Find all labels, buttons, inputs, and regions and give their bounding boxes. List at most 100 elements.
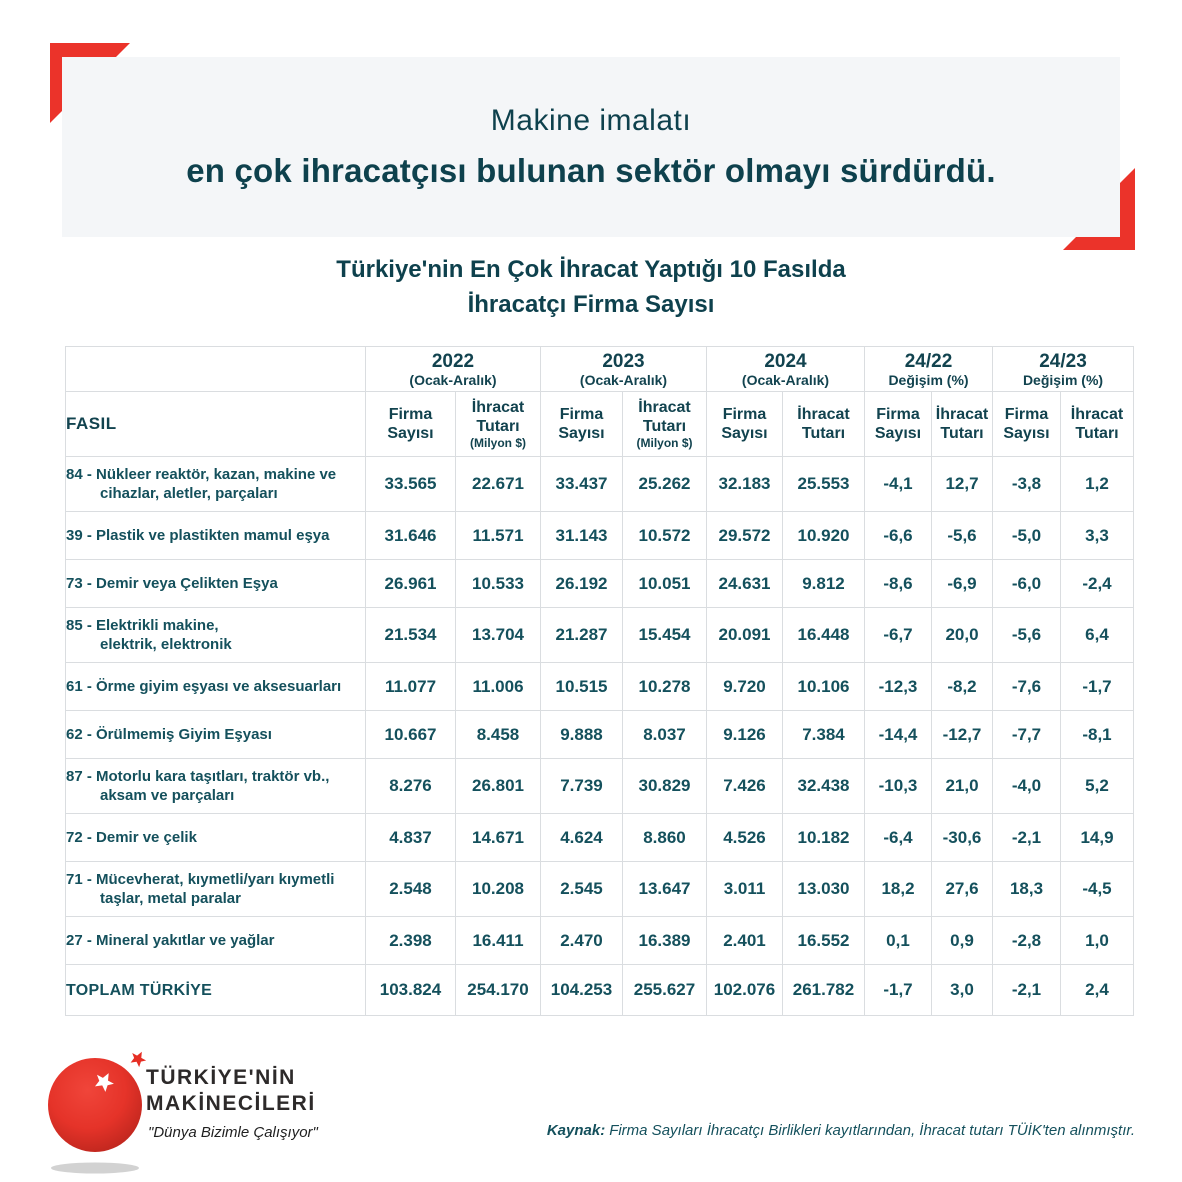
row-label-line: 72 - Demir ve çelik: [66, 829, 197, 846]
row-label: 73 - Demir veya Çelikten Eşya: [65, 559, 366, 608]
group-year-label: 2024: [764, 350, 807, 372]
data-cell: 18,2: [864, 861, 932, 917]
group-year-label: 2022: [431, 350, 475, 372]
data-cell: -6,0: [992, 559, 1061, 608]
row-label: 39 - Plastik ve plastikten mamul eşya: [65, 511, 366, 560]
data-cell: -7,6: [992, 662, 1061, 711]
data-cell: 9.126: [706, 710, 783, 759]
column-header-line1: İhracat: [1070, 406, 1124, 423]
data-cell: 20.091: [706, 607, 783, 663]
row-label-line: 73 - Demir veya Çelikten Eşya: [66, 575, 278, 592]
data-cell: 15.454: [622, 607, 707, 663]
total-cell: 261.782: [782, 964, 865, 1016]
headline-line1: Makine imalatı: [490, 104, 692, 137]
data-cell: 7.739: [540, 758, 623, 814]
data-cell: 0,1: [864, 916, 932, 965]
data-cell: 26.961: [365, 559, 456, 608]
data-cell: -6,4: [864, 813, 932, 862]
data-cell: 24.631: [706, 559, 783, 608]
data-cell: 10.106: [782, 662, 865, 711]
row-label-line: 39 - Plastik ve plastikten mamul eşya: [66, 527, 330, 544]
data-cell: 16.389: [622, 916, 707, 965]
data-cell: 0,9: [931, 916, 993, 965]
column-header-row: FASIL Firma Sayısı İhracat Tutarı (Milyon $)…: [65, 391, 1134, 457]
brand-name-line2: MAKİNECİLERİ: [146, 1092, 316, 1115]
total-cell: 2,4: [1060, 964, 1134, 1016]
data-cell: 10.208: [455, 861, 541, 917]
data-cell: 10.920: [782, 511, 865, 560]
data-cell: 26.192: [540, 559, 623, 608]
data-cell: 5,2: [1060, 758, 1134, 814]
data-cell: -30,6: [931, 813, 993, 862]
data-cell: 31.646: [365, 511, 456, 560]
total-cell: -2,1: [992, 964, 1061, 1016]
row-label-line: aksam ve parçaları: [100, 787, 235, 804]
column-group-header: 24/22 Değişim (%): [864, 346, 993, 392]
headline-line2: en çok ihracatçısı bulunan sektör olmayı…: [186, 152, 996, 189]
total-cell: 102.076: [706, 964, 783, 1016]
group-year-label: 24/23: [1039, 350, 1087, 372]
data-cell: 2.398: [365, 916, 456, 965]
row-label-line: cihazlar, aletler, parçaları: [100, 485, 278, 502]
data-cell: 11.571: [455, 511, 541, 560]
row-label: 27 - Mineral yakıtlar ve yağlar: [65, 916, 366, 965]
group-period-label: Değişim (%): [888, 371, 969, 388]
row-label-line: 71 - Mücevherat, kıymetli/yarı kıymetli: [66, 871, 335, 888]
logo-sphere-icon: [48, 1058, 142, 1152]
column-group-header: 2024 (Ocak-Aralık): [706, 346, 865, 392]
data-cell: -6,7: [864, 607, 932, 663]
source-text: Firma Sayıları İhracatçı Birlikleri kayı…: [609, 1122, 1135, 1139]
column-header-line1: İhracat: [638, 399, 691, 416]
table-subtitle-line1: Türkiye'nin En Çok İhracat Yaptığı 10 Fa…: [336, 256, 846, 283]
data-cell: 30.829: [622, 758, 707, 814]
data-cell: 1,2: [1060, 456, 1134, 512]
data-cell: 9.720: [706, 662, 783, 711]
total-cell: 3,0: [931, 964, 993, 1016]
header-spacer-cell: [65, 346, 366, 392]
table-row: 72 - Demir ve çelik 4.837 14.671 4.624 8.860…: [65, 813, 1134, 862]
data-cell: 1,0: [1060, 916, 1134, 965]
column-header-line2: Tutarı: [476, 418, 520, 435]
column-group-header: 2023 (Ocak-Aralık): [540, 346, 707, 392]
data-cell: 4.624: [540, 813, 623, 862]
column-header: İhracat Tutarı: [782, 391, 865, 457]
table-row: 62 - Örülmemiş Giyim Eşyası 10.667 8.458 9.…: [65, 710, 1134, 759]
data-cell: 25.553: [782, 456, 865, 512]
group-period-label: Değişim (%): [1022, 371, 1104, 388]
data-cell: -12,7: [931, 710, 993, 759]
row-label: 84 - Nükleer reaktör, kazan, makine ve ci…: [65, 456, 366, 512]
data-cell: -6,6: [864, 511, 932, 560]
data-cell: -4,5: [1060, 861, 1134, 917]
data-cell: 29.572: [706, 511, 783, 560]
data-cell: -8,2: [931, 662, 993, 711]
data-cell: 2.545: [540, 861, 623, 917]
data-cell: 22.671: [455, 456, 541, 512]
row-label-line: 61 - Örme giyim eşyası ve aksesuarları: [66, 678, 342, 695]
data-cell: 20,0: [931, 607, 993, 663]
data-cell: -5,6: [992, 607, 1061, 663]
column-header: Firma Sayısı: [706, 391, 783, 457]
column-header: Firma Sayısı: [864, 391, 932, 457]
column-header-line1: İhracat: [471, 399, 525, 416]
data-cell: 21,0: [931, 758, 993, 814]
row-label-line: 87 - Motorlu kara taşıtları, traktör vb.…: [66, 768, 330, 785]
data-cell: 14,9: [1060, 813, 1134, 862]
column-header: İhracat Tutarı: [1060, 391, 1134, 457]
column-header: İhracat Tutarı: [931, 391, 993, 457]
group-period-label: (Ocak-Aralık): [409, 371, 497, 388]
data-cell: 7.384: [782, 710, 865, 759]
column-header-line1: Firma: [559, 406, 604, 423]
data-cell: 4.837: [365, 813, 456, 862]
data-cell: 13.030: [782, 861, 865, 917]
data-cell: 3,3: [1060, 511, 1134, 560]
data-cell: 25.262: [622, 456, 707, 512]
column-header-line1: İhracat: [797, 406, 850, 423]
column-header-line1: İhracat: [935, 406, 989, 423]
data-cell: -4,0: [992, 758, 1061, 814]
column-group-row: 2022 (Ocak-Aralık) 2023 (Ocak-Aralık) 2024 (O…: [65, 346, 1134, 392]
data-cell: -1,7: [1060, 662, 1134, 711]
data-cell: -14,4: [864, 710, 932, 759]
column-header: Firma Sayısı: [540, 391, 623, 457]
column-header-line2: Sayısı: [874, 425, 922, 442]
